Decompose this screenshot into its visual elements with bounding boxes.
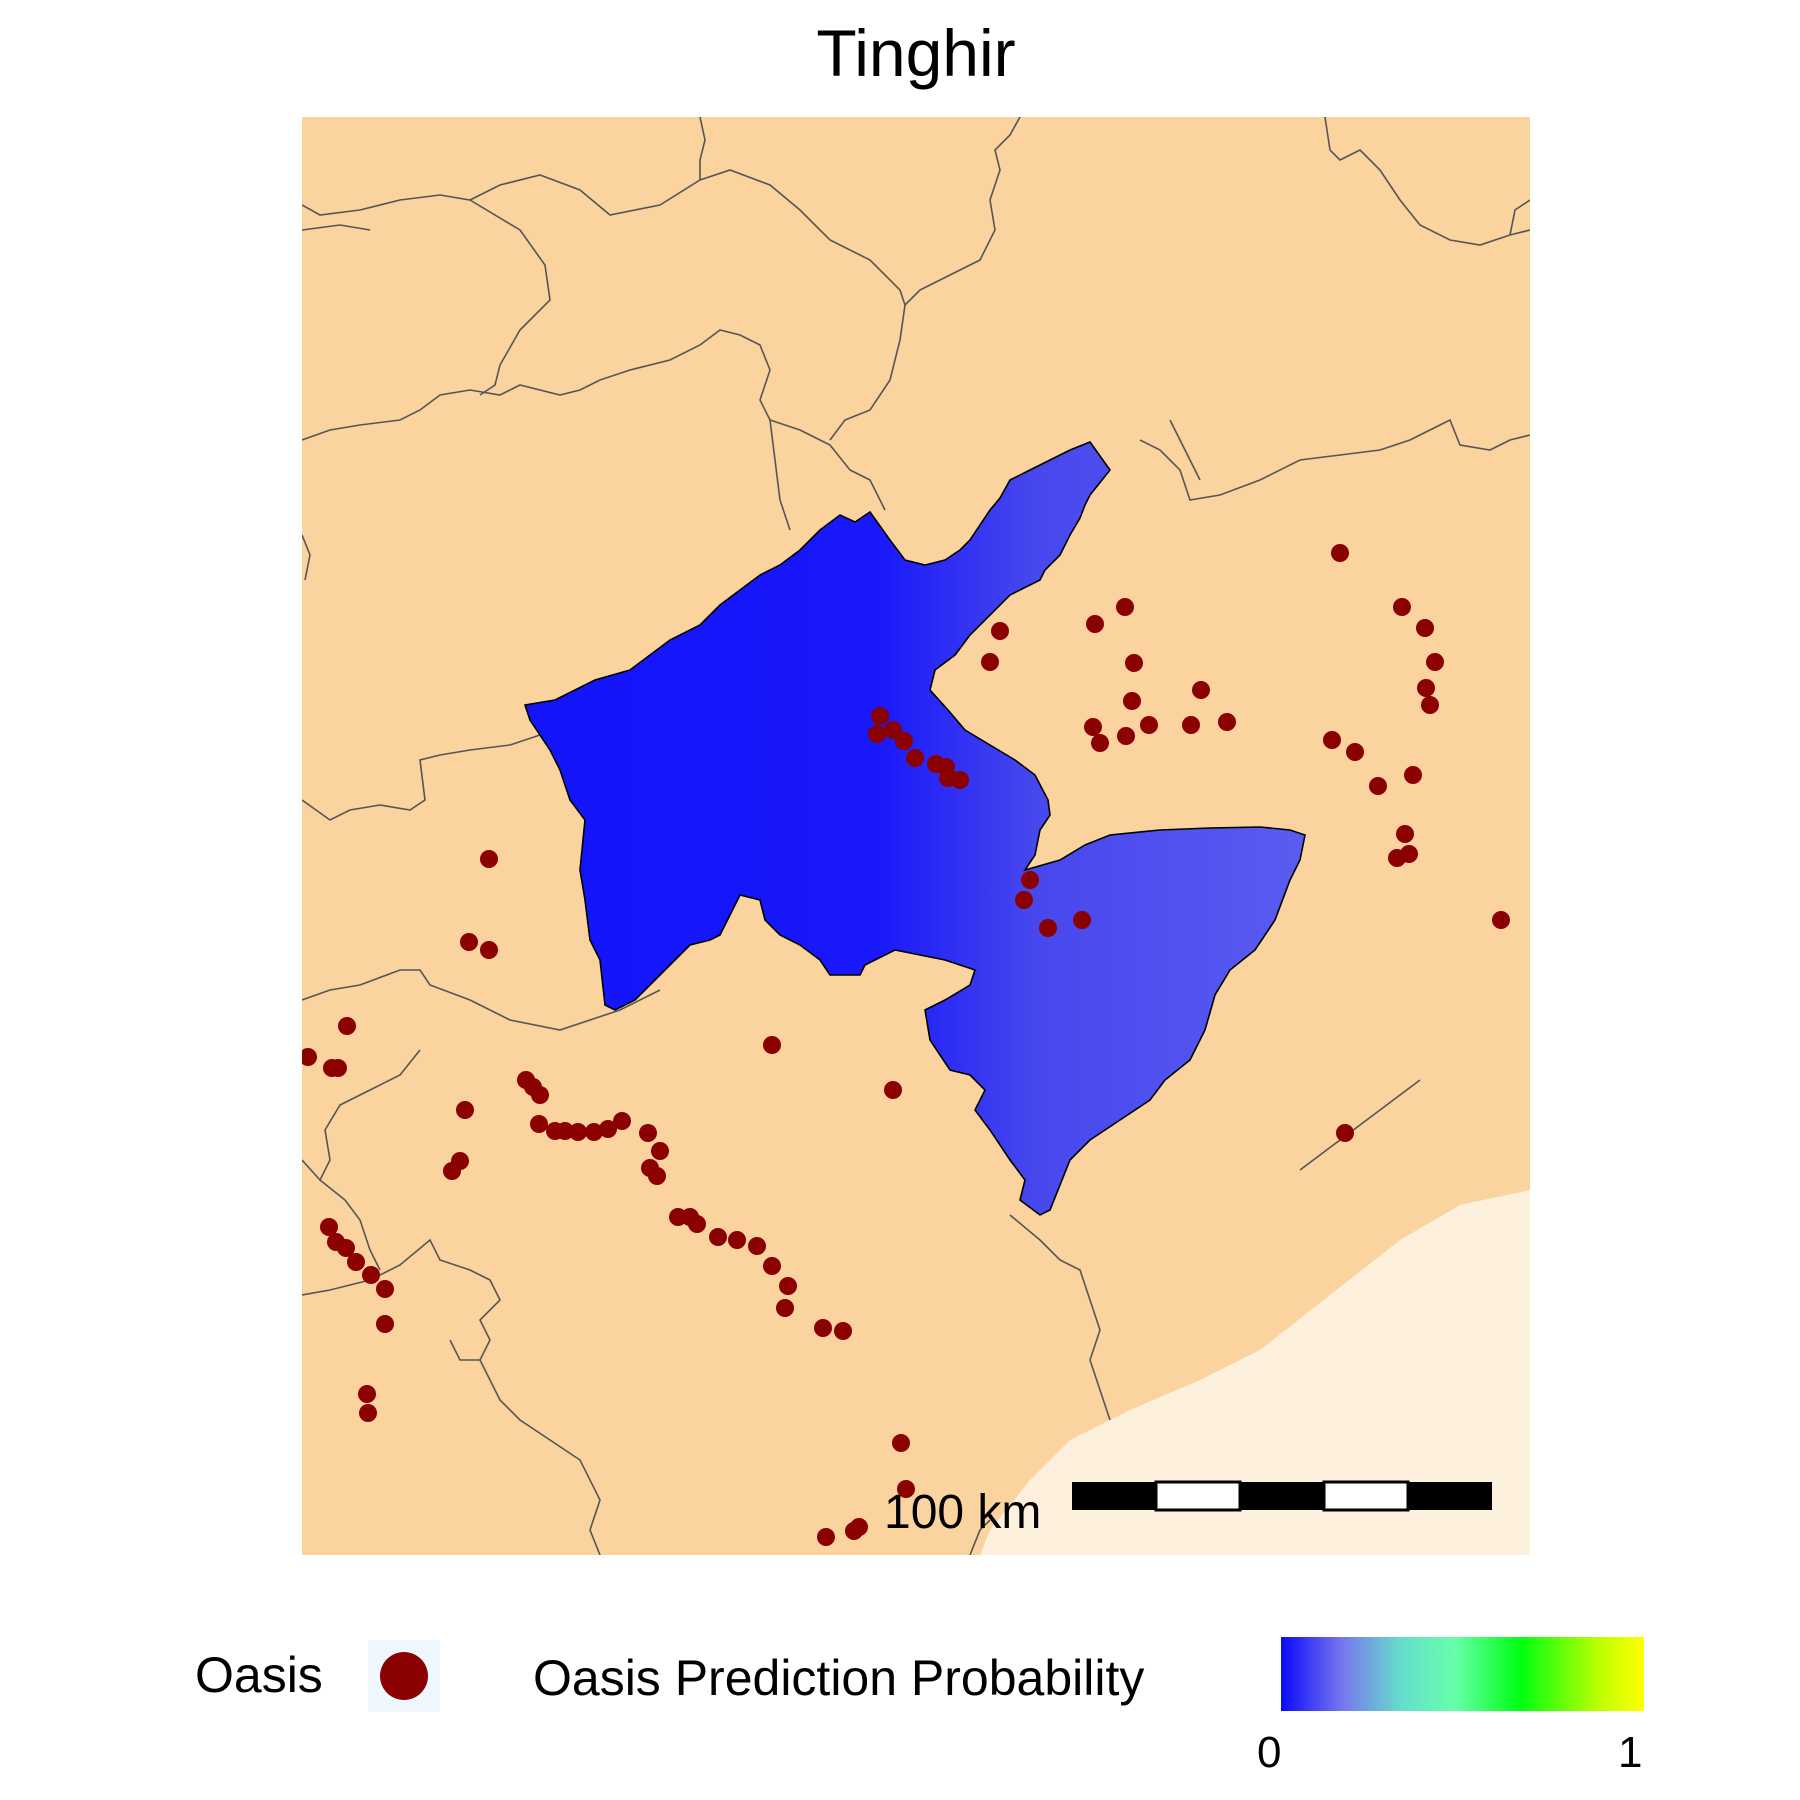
- oasis-marker: [1426, 653, 1444, 671]
- oasis-marker: [531, 1086, 549, 1104]
- oasis-marker: [779, 1277, 797, 1295]
- oasis-marker: [688, 1215, 706, 1233]
- oasis-marker: [648, 1167, 666, 1185]
- oasis-marker: [1417, 679, 1435, 697]
- oasis-marker: [320, 1218, 338, 1236]
- oasis-marker: [728, 1231, 746, 1249]
- oasis-marker: [639, 1124, 657, 1142]
- scale-bar-label: 100 km: [884, 1486, 1042, 1539]
- oasis-marker: [651, 1142, 669, 1160]
- oasis-marker: [376, 1280, 394, 1298]
- oasis-markers: [302, 544, 1510, 1546]
- scale-bar: [1072, 1480, 1492, 1512]
- oasis-marker: [1021, 871, 1039, 889]
- oasis-marker: [1123, 692, 1141, 710]
- oasis-marker: [480, 850, 498, 868]
- oasis-marker: [1218, 713, 1236, 731]
- oasis-marker: [991, 622, 1009, 640]
- oasis-marker: [981, 653, 999, 671]
- oasis-marker: [530, 1115, 548, 1133]
- legend-oasis-label: Oasis: [195, 1647, 323, 1703]
- oasis-marker: [585, 1123, 603, 1141]
- oasis-marker: [1086, 615, 1104, 633]
- oasis-marker: [1400, 845, 1418, 863]
- oasis-marker: [1039, 919, 1057, 937]
- oasis-marker: [599, 1120, 617, 1138]
- oasis-marker: [868, 725, 886, 743]
- oasis-marker: [709, 1228, 727, 1246]
- admin-borders: [302, 117, 1530, 1555]
- oasis-marker: [460, 933, 478, 951]
- oasis-marker: [362, 1266, 380, 1284]
- oasis-marker: [1015, 891, 1033, 909]
- oasis-marker: [1346, 743, 1364, 761]
- oasis-marker: [1416, 619, 1434, 637]
- oasis-marker: [871, 707, 889, 725]
- oasis-marker: [1192, 681, 1210, 699]
- oasis-marker: [1336, 1124, 1354, 1142]
- oasis-marker: [834, 1322, 852, 1340]
- oasis-marker: [338, 1017, 356, 1035]
- oasis-marker: [569, 1123, 587, 1141]
- oasis-marker: [884, 721, 902, 739]
- oasis-marker: [1396, 825, 1414, 843]
- oasis-marker: [1404, 766, 1422, 784]
- oasis-marker: [1492, 911, 1510, 929]
- oasis-marker: [850, 1518, 868, 1536]
- oasis-marker: [906, 749, 924, 767]
- oasis-marker: [1073, 911, 1091, 929]
- probability-color-ramp: [1281, 1637, 1644, 1711]
- oasis-marker: [1182, 716, 1200, 734]
- oasis-marker: [748, 1237, 766, 1255]
- oasis-marker: [1084, 718, 1102, 736]
- oasis-marker: [358, 1385, 376, 1403]
- oasis-marker: [763, 1257, 781, 1275]
- desert-region: [980, 1190, 1530, 1555]
- legend-max-tick: 1: [1618, 1728, 1643, 1777]
- oasis-marker: [337, 1239, 355, 1257]
- oasis-marker: [817, 1528, 835, 1546]
- oasis-marker: [1323, 731, 1341, 749]
- oasis-marker: [1125, 654, 1143, 672]
- oasis-marker: [897, 1480, 915, 1498]
- oasis-marker: [302, 1048, 317, 1066]
- oasis-marker: [556, 1122, 574, 1140]
- oasis-marker: [951, 771, 969, 789]
- oasis-marker: [1393, 598, 1411, 616]
- oasis-marker: [1369, 777, 1387, 795]
- oasis-marker: [1140, 716, 1158, 734]
- oasis-marker: [1421, 696, 1439, 714]
- oasis-marker: [443, 1162, 461, 1180]
- oasis-marker: [895, 732, 913, 750]
- oasis-marker: [1116, 598, 1134, 616]
- oasis-marker: [763, 1036, 781, 1054]
- oasis-marker: [376, 1315, 394, 1333]
- oasis-marker: [480, 941, 498, 959]
- oasis-marker: [814, 1319, 832, 1337]
- oasis-marker: [456, 1101, 474, 1119]
- oasis-marker: [359, 1404, 377, 1422]
- oasis-marker: [329, 1059, 347, 1077]
- oasis-marker: [776, 1299, 794, 1317]
- oasis-marker: [613, 1112, 631, 1130]
- legend-min-tick: 0: [1257, 1728, 1282, 1777]
- legend-probability-label: Oasis Prediction Probability: [533, 1650, 1145, 1706]
- oasis-marker: [884, 1081, 902, 1099]
- oasis-marker-icon: [380, 1652, 428, 1700]
- oasis-marker: [347, 1253, 365, 1271]
- map-title: Tinghir: [816, 16, 1016, 90]
- oasis-marker: [1091, 734, 1109, 752]
- oasis-marker: [1117, 727, 1135, 745]
- legend-oasis-key: [368, 1640, 440, 1712]
- oasis-marker: [892, 1434, 910, 1452]
- oasis-marker: [1331, 544, 1349, 562]
